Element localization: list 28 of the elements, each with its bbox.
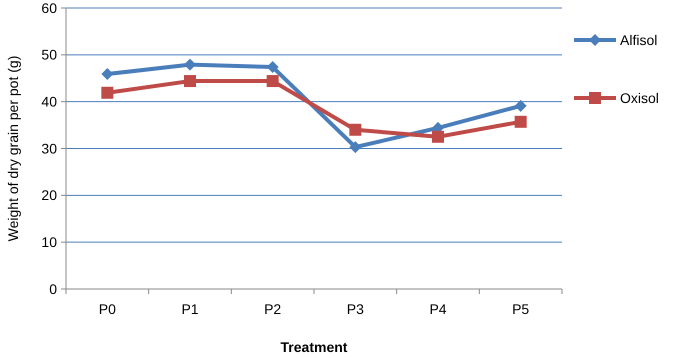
point [184, 58, 196, 71]
legend-label: Alfisol [620, 32, 658, 48]
point [432, 130, 444, 143]
point [349, 124, 362, 136]
x-tick-label: P4 [429, 301, 447, 317]
y-tick-label: 50 [41, 46, 58, 63]
point [514, 100, 527, 112]
point [184, 75, 196, 88]
y-tick-label: 20 [41, 187, 58, 204]
y-tick-label: 0 [49, 280, 58, 297]
x-axis-title: Treatment [280, 339, 348, 355]
point [349, 141, 362, 154]
point [266, 61, 279, 74]
y-axis-title: Weight of dry grain per pot (g) [5, 56, 21, 242]
point [514, 116, 527, 128]
point [266, 75, 279, 88]
x-tick-label: P1 [181, 301, 199, 317]
x-tick-label: P3 [346, 301, 364, 317]
y-tick-label: 30 [41, 140, 58, 156]
point [101, 68, 114, 80]
y-tick-label: 10 [41, 234, 58, 250]
y-tick-label: 40 [41, 94, 58, 110]
x-tick-label: P2 [264, 301, 282, 317]
legend-label: Oxisol [620, 90, 659, 106]
x-tick-label: P5 [512, 301, 530, 317]
point [101, 86, 114, 99]
x-tick-label: P0 [98, 301, 116, 317]
y-tick-label: 60 [41, 0, 58, 16]
